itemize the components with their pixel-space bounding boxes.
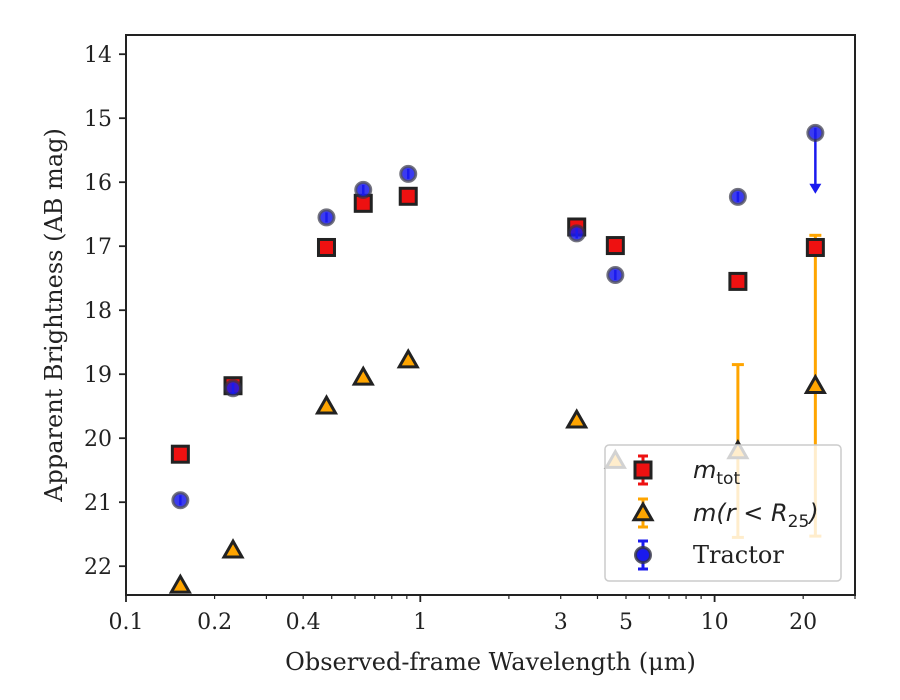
circle-marker bbox=[567, 224, 586, 243]
tractor-point-5 bbox=[567, 224, 586, 243]
x-tick-label: 0.4 bbox=[286, 610, 321, 635]
triangle-marker bbox=[396, 348, 420, 369]
circle-marker bbox=[634, 546, 652, 564]
m_r25-point-4 bbox=[396, 348, 420, 369]
circle-marker bbox=[399, 164, 418, 183]
tractor-point-8 bbox=[806, 123, 825, 142]
x-tick-label: 20 bbox=[789, 610, 817, 635]
m_tot-point-2 bbox=[316, 237, 336, 257]
legend-label-m_r25: m(r < R25) bbox=[693, 499, 819, 532]
m_tot-point-8 bbox=[805, 237, 825, 257]
m_r25-point-3 bbox=[351, 365, 375, 386]
y-tick-label: 15 bbox=[84, 107, 112, 132]
m_tot-point-6 bbox=[605, 236, 625, 256]
y-tick-label: 21 bbox=[84, 491, 112, 516]
legend-marker-m_r25 bbox=[631, 500, 655, 522]
triangle-marker bbox=[631, 500, 655, 522]
circle-marker bbox=[806, 123, 825, 142]
y-tick-label: 20 bbox=[84, 427, 112, 452]
circle-marker bbox=[171, 491, 190, 510]
y-tick-label: 17 bbox=[84, 235, 112, 260]
square-marker bbox=[316, 237, 336, 257]
m_r25-point-5 bbox=[565, 408, 589, 429]
m_r25-point-8 bbox=[803, 373, 827, 394]
m_r25-point-0 bbox=[168, 573, 192, 594]
legend-label-tractor: Tractor bbox=[693, 541, 784, 569]
square-marker bbox=[398, 186, 418, 206]
circle-marker bbox=[224, 379, 243, 398]
circle-marker bbox=[317, 208, 336, 227]
m_r25-point-2 bbox=[314, 394, 339, 415]
y-tick-label: 14 bbox=[84, 43, 112, 68]
legend-marker-tractor bbox=[634, 546, 652, 564]
upper-limit-arrow-head bbox=[809, 183, 822, 194]
m_r25-point-1 bbox=[221, 538, 245, 559]
y-tick-label: 22 bbox=[84, 555, 112, 580]
tractor-point-1 bbox=[224, 379, 243, 398]
x-tick-label: 3 bbox=[554, 610, 568, 635]
m_tot-point-0 bbox=[170, 444, 190, 464]
tractor-point-0 bbox=[171, 491, 190, 510]
tractor-point-7 bbox=[728, 187, 747, 206]
tractor-point-3 bbox=[354, 180, 373, 199]
m_tot-point-4 bbox=[398, 186, 418, 206]
legend-label-m_tot: mtot bbox=[693, 456, 740, 489]
tractor-point-6 bbox=[606, 266, 625, 284]
y-tick-label: 19 bbox=[84, 363, 112, 388]
x-tick-label: 5 bbox=[619, 610, 633, 635]
x-axis-title: Observed-frame Wavelength (μm) bbox=[285, 648, 696, 676]
square-marker bbox=[170, 444, 190, 464]
y-axis-title: Apparent Brightness (AB mag) bbox=[40, 128, 68, 503]
circle-marker bbox=[606, 266, 625, 284]
y-tick-label: 18 bbox=[84, 299, 112, 324]
legend-marker-m_tot bbox=[633, 460, 653, 480]
legend: mtot m(r < R25) Tractor bbox=[604, 444, 842, 582]
x-tick-label: 0.1 bbox=[109, 610, 144, 635]
triangle-marker bbox=[351, 365, 375, 386]
plot-frame bbox=[125, 34, 856, 596]
x-tick-label: 10 bbox=[701, 610, 729, 635]
tractor-point-2 bbox=[317, 208, 336, 227]
x-tick-label: 0.2 bbox=[197, 610, 232, 635]
triangle-marker bbox=[221, 538, 245, 559]
tractor-point-4 bbox=[399, 164, 418, 183]
legend-box bbox=[604, 444, 842, 582]
square-marker bbox=[728, 271, 748, 291]
circle-marker bbox=[728, 187, 747, 206]
x-tick-label: 1 bbox=[413, 610, 427, 635]
circle-marker bbox=[354, 180, 373, 199]
square-marker bbox=[633, 460, 653, 480]
triangle-marker bbox=[314, 394, 339, 415]
triangle-marker bbox=[565, 408, 589, 429]
square-marker bbox=[805, 237, 825, 257]
square-marker bbox=[605, 236, 625, 256]
axes: 14 15 16 17 18 19 20 21 22 0.1 0.2 0.4 1 3 5 10 20 Observ… bbox=[40, 34, 856, 676]
triangle-marker bbox=[168, 573, 192, 594]
triangle-marker bbox=[803, 373, 827, 394]
y-tick-label: 16 bbox=[84, 171, 112, 196]
m_tot-point-7 bbox=[728, 271, 748, 291]
